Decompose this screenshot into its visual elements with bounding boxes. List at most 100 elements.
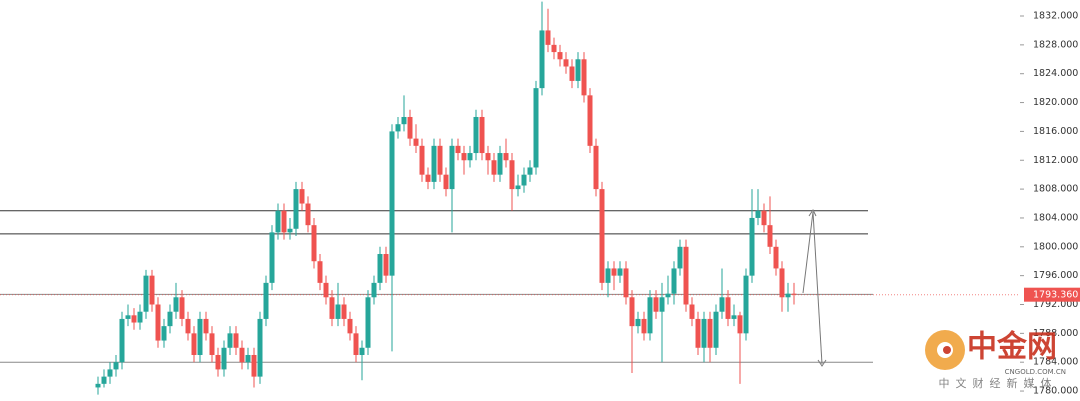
candle-body xyxy=(737,315,743,334)
candle-body xyxy=(383,254,389,276)
candle-body xyxy=(209,333,215,355)
candle-body xyxy=(491,160,497,175)
candle-body xyxy=(521,174,527,186)
last-price-label: 1793.360 xyxy=(1033,290,1078,301)
candle-body xyxy=(443,174,449,190)
candle-body xyxy=(275,210,281,233)
watermark: 中金网 CNGOLD.COM.CN 中文财经新媒体 xyxy=(925,330,1066,390)
candle-body xyxy=(485,153,491,161)
y-tick-label: 1800.000 xyxy=(1033,241,1078,252)
candle-body xyxy=(227,333,233,348)
candle-body xyxy=(785,293,791,298)
candle-body xyxy=(743,275,749,334)
candle-body xyxy=(515,185,521,190)
y-tick-label: 1816.000 xyxy=(1033,126,1078,137)
candle-body xyxy=(281,210,287,233)
candle-body xyxy=(371,282,377,298)
candle-body xyxy=(113,362,119,370)
candle-body xyxy=(455,145,461,154)
candle-body xyxy=(533,88,539,168)
candle-body xyxy=(467,153,473,161)
candle-body xyxy=(365,297,371,348)
y-tick-label: 1804.000 xyxy=(1033,212,1078,223)
candle-body xyxy=(311,225,317,262)
candle-body xyxy=(185,318,191,334)
candle-body xyxy=(413,138,419,146)
candle-body xyxy=(701,318,707,348)
candle-body xyxy=(353,333,359,355)
candle-body xyxy=(161,326,167,341)
candle-body xyxy=(695,318,701,348)
candle-body xyxy=(635,318,641,327)
candle-body xyxy=(389,131,395,276)
candle-body xyxy=(767,225,773,247)
candle-body xyxy=(155,304,161,341)
candle-body xyxy=(719,297,725,312)
candle-body xyxy=(629,297,635,327)
candle-body xyxy=(251,354,257,377)
candle-body xyxy=(479,116,485,154)
candle-body xyxy=(539,30,545,89)
candle-body xyxy=(593,145,599,190)
candle-body xyxy=(557,52,563,60)
candle-body xyxy=(359,347,365,355)
candle-body xyxy=(581,59,587,96)
arrow-down xyxy=(812,211,823,365)
candle-body xyxy=(683,246,689,305)
candle-body xyxy=(605,268,611,283)
candle-body xyxy=(431,145,437,182)
candle-body xyxy=(101,376,107,384)
candle-body xyxy=(569,66,575,81)
candle-body xyxy=(299,189,305,204)
candle-body xyxy=(257,318,263,377)
candle-body xyxy=(125,315,131,319)
candle-body xyxy=(731,315,737,319)
candle-body xyxy=(191,333,197,355)
candle-body xyxy=(341,304,347,319)
y-tick-label: 1792.000 xyxy=(1033,299,1078,310)
candle-body xyxy=(449,145,455,190)
candle-body xyxy=(329,297,335,319)
candle-body xyxy=(107,369,113,377)
candle-body xyxy=(509,160,515,190)
candle-body xyxy=(575,59,581,81)
candle-body xyxy=(641,318,647,334)
candle-body xyxy=(317,261,323,283)
candle-body xyxy=(335,304,341,319)
candle-body xyxy=(377,254,383,283)
candle-body xyxy=(611,268,617,276)
candle-body xyxy=(287,228,293,233)
logo-title: 中金网 xyxy=(967,330,1057,365)
y-tick-label: 1808.000 xyxy=(1033,184,1078,195)
y-tick-label: 1820.000 xyxy=(1033,97,1078,108)
candle-body xyxy=(647,297,653,334)
candle-body xyxy=(527,167,533,175)
candle-body xyxy=(707,318,713,348)
candle-body xyxy=(149,275,155,305)
candle-body xyxy=(323,282,329,298)
y-tick-label: 1812.000 xyxy=(1033,155,1078,166)
candle-body xyxy=(671,268,677,294)
candle-body xyxy=(137,311,143,323)
candle-body xyxy=(551,44,557,53)
candle-body xyxy=(791,293,797,295)
candle-body xyxy=(239,347,245,363)
candle-body xyxy=(689,304,695,319)
candle-body xyxy=(233,333,239,348)
candle-body xyxy=(503,153,509,161)
candle-body xyxy=(617,268,623,276)
candle-body xyxy=(305,203,311,226)
last-price-tag xyxy=(1024,287,1080,302)
y-tick-label: 1780.000 xyxy=(1033,386,1078,397)
candle-body xyxy=(725,297,731,319)
logo-icon-dot xyxy=(943,346,951,354)
candle-body xyxy=(173,297,179,312)
candle-body xyxy=(197,318,203,355)
candle-body xyxy=(395,124,401,132)
candle-body xyxy=(773,246,779,269)
candle-body xyxy=(293,189,299,229)
arrow-up xyxy=(802,211,814,294)
candle-body xyxy=(587,95,593,146)
candle-body xyxy=(599,189,605,283)
candle-body xyxy=(131,315,137,323)
